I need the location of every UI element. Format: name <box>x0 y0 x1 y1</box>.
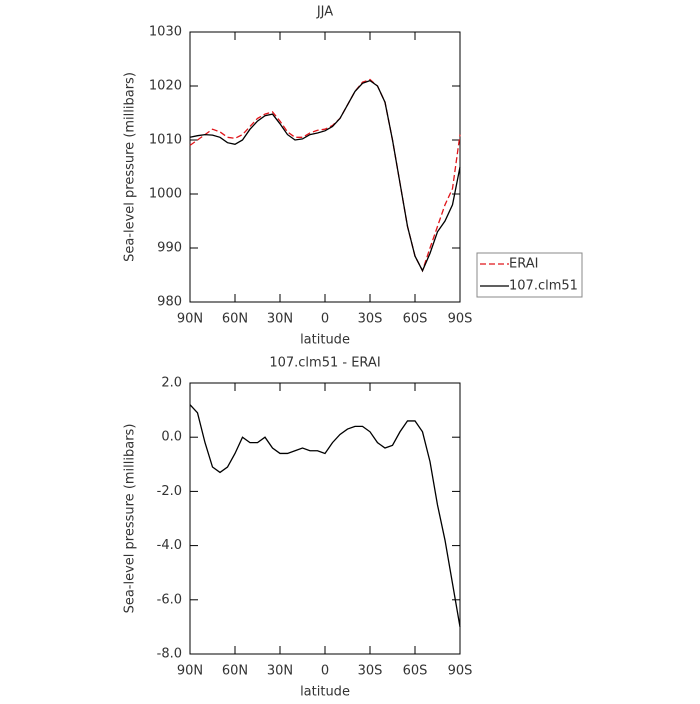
data-line <box>189 78 461 273</box>
y-tick-label: 990 <box>157 241 182 256</box>
y-tick-label: -4.0 <box>157 538 182 553</box>
x-tick-label: 30N <box>267 312 293 327</box>
data-line <box>189 404 461 628</box>
y-tick-label: 0.0 <box>161 430 182 445</box>
x-tick-label: 30S <box>358 312 383 327</box>
x-tick-label: 60N <box>222 312 248 327</box>
data-line <box>189 79 461 273</box>
y-tick-label: 2.0 <box>161 376 182 391</box>
x-axis-label: latitude <box>300 333 350 348</box>
x-tick-label: 60N <box>222 664 248 679</box>
x-tick-label: 30N <box>267 664 293 679</box>
y-tick-label: 1020 <box>149 79 182 94</box>
y-tick-label: -8.0 <box>157 647 182 662</box>
chart-title: 107.clm51 - ERAI <box>269 356 380 371</box>
y-tick-label: -2.0 <box>157 484 182 499</box>
y-tick-label: 1010 <box>149 133 182 148</box>
chart-title: JJA <box>316 5 333 20</box>
y-tick-label: -6.0 <box>157 592 182 607</box>
x-tick-label: 60S <box>403 312 428 327</box>
y-axis-label: Sea-level pressure (millibars) <box>123 72 138 262</box>
x-tick-label: 90S <box>448 312 473 327</box>
y-axis-label: Sea-level pressure (millibars) <box>123 424 138 614</box>
x-tick-label: 0 <box>321 312 329 327</box>
x-tick-label: 30S <box>358 664 383 679</box>
x-tick-label: 0 <box>321 664 329 679</box>
plot-frame <box>189 31 461 303</box>
plot-frame <box>189 382 461 655</box>
x-tick-label: 90S <box>448 664 473 679</box>
x-tick-label: 90N <box>177 664 203 679</box>
legend-box <box>476 252 583 298</box>
legend-label: 107.clm51 <box>509 279 578 294</box>
y-tick-label: 1030 <box>149 25 182 40</box>
y-tick-label: 1000 <box>149 187 182 202</box>
x-tick-label: 90N <box>177 312 203 327</box>
legend-label: ERAI <box>509 257 538 272</box>
x-tick-label: 60S <box>403 664 428 679</box>
x-axis-label: latitude <box>300 685 350 700</box>
y-tick-label: 980 <box>157 295 182 310</box>
